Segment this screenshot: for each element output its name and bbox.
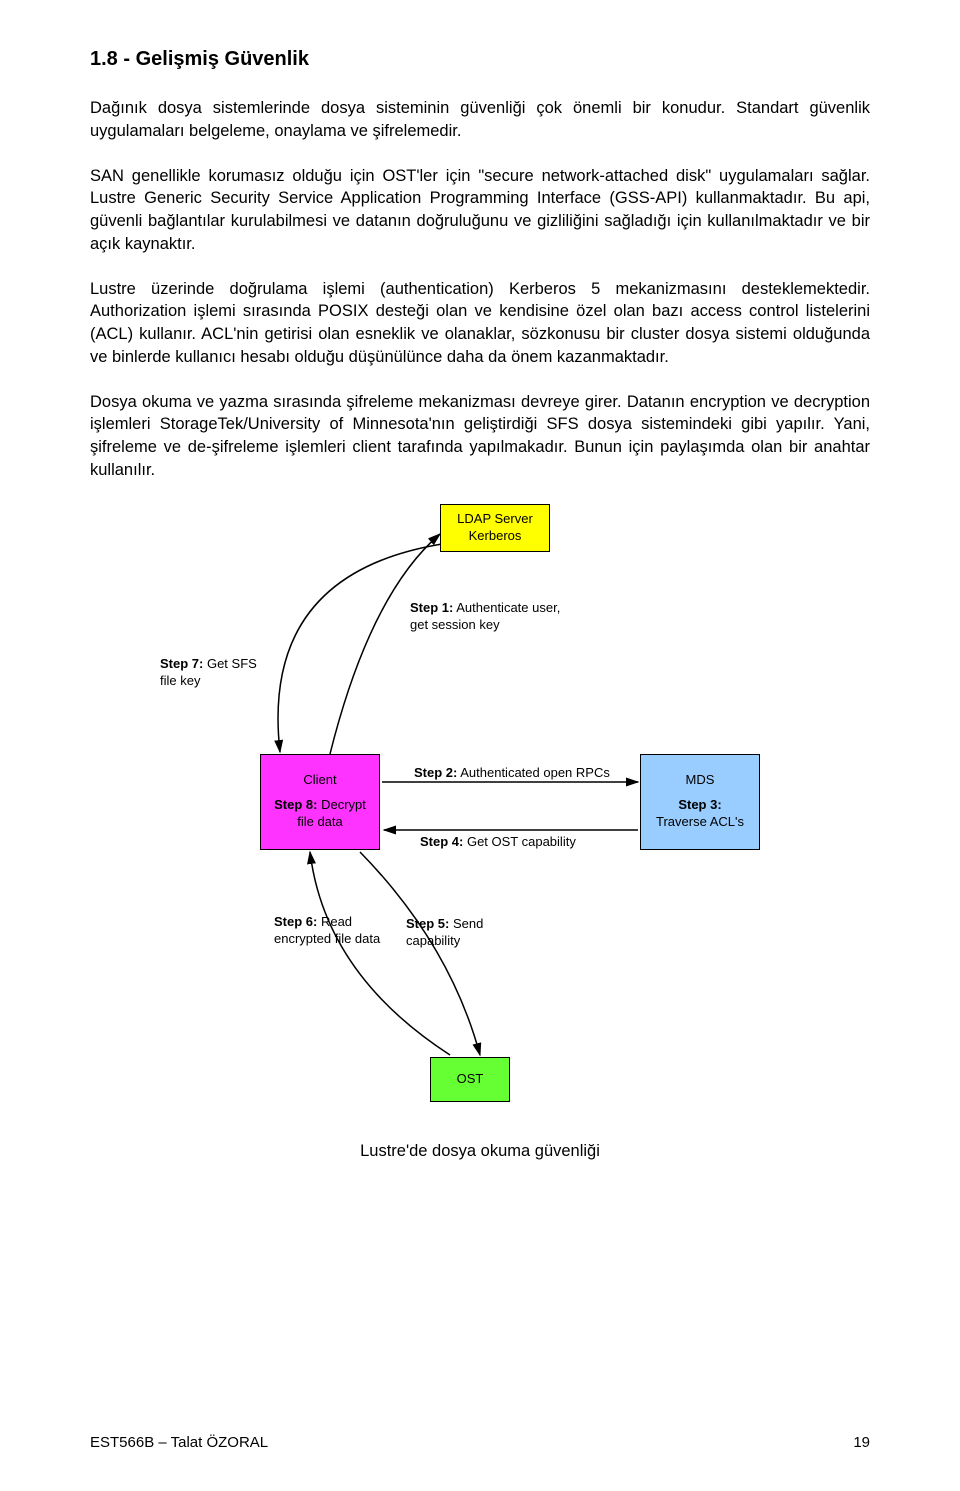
step-5-bold: Step 5: [406, 916, 449, 931]
step-7-bold: Step 7: [160, 656, 203, 671]
paragraph-3: Lustre üzerinde doğrulama işlemi (authen… [90, 278, 870, 369]
step-7-label: Step 7: Get SFS file key [160, 656, 270, 690]
node-mds-step-bold: Step 3: [678, 797, 721, 812]
node-ldap-kerberos: LDAP Server Kerberos [440, 504, 550, 552]
node-mds-title: MDS [686, 772, 715, 789]
step-6-bold: Step 6: [274, 914, 317, 929]
step-2-label: Step 2: Authenticated open RPCs [414, 765, 624, 782]
node-client-step-bold: Step 8: [274, 797, 317, 812]
node-mds-step: Step 3: Traverse ACL's [656, 797, 744, 831]
section-heading: 1.8 - Gelişmiş Güvenlik [90, 48, 870, 71]
step-1-bold: Step 1: [410, 600, 453, 615]
step-4-label: Step 4: Get OST capability [420, 834, 630, 851]
node-client-title: Client [303, 772, 336, 789]
step-5-label: Step 5: Send capability [406, 916, 526, 950]
paragraph-4: Dosya okuma ve yazma sırasında şifreleme… [90, 391, 870, 482]
footer-page-number: 19 [853, 1434, 870, 1451]
node-ost: OST [430, 1057, 510, 1102]
node-client-step: Step 8: Decrypt file data [267, 797, 373, 831]
step-2-text: Authenticated open RPCs [457, 765, 610, 780]
step-2-bold: Step 2: [414, 765, 457, 780]
step-1-label: Step 1: Authenticate user, get session k… [410, 600, 580, 634]
paragraph-1: Dağınık dosya sistemlerinde dosya sistem… [90, 97, 870, 143]
step-4-text: Get OST capability [463, 834, 575, 849]
step-6-label: Step 6: Read encrypted file data [274, 914, 394, 948]
security-diagram: LDAP Server Kerberos Client Step 8: Decr… [160, 504, 800, 1124]
footer-left: EST566B – Talat ÖZORAL [90, 1434, 268, 1451]
node-mds-step-text: Traverse ACL's [656, 814, 744, 829]
page-footer: EST566B – Talat ÖZORAL 19 [90, 1434, 870, 1451]
step-4-bold: Step 4: [420, 834, 463, 849]
node-mds: MDS Step 3: Traverse ACL's [640, 754, 760, 850]
diagram-container: LDAP Server Kerberos Client Step 8: Decr… [90, 504, 870, 1124]
diagram-caption: Lustre'de dosya okuma güvenliği [90, 1142, 870, 1161]
node-ldap-label-1: LDAP Server [457, 511, 533, 528]
paragraph-2: SAN genellikle korumasız olduğu için OST… [90, 165, 870, 256]
node-ldap-label-2: Kerberos [469, 528, 522, 545]
node-client: Client Step 8: Decrypt file data [260, 754, 380, 850]
node-ost-title: OST [457, 1071, 484, 1088]
